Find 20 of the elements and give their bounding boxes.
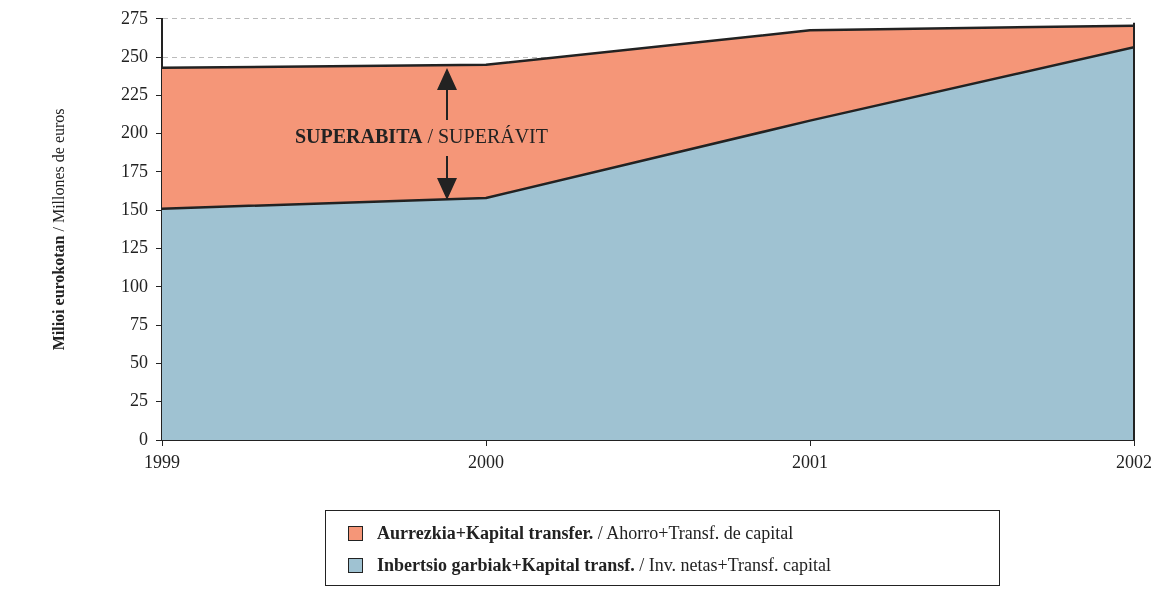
y-tick-label: 150 bbox=[121, 198, 148, 219]
y-tick-label: 200 bbox=[121, 122, 148, 143]
y-tick-label: 250 bbox=[121, 45, 148, 66]
x-tick-label: 2000 bbox=[468, 451, 504, 472]
y-axis-title: Milioi eurokotan / Millones de euros bbox=[50, 108, 68, 351]
y-tick-label: 50 bbox=[130, 352, 148, 373]
x-tick-label: 2002 bbox=[1116, 451, 1152, 472]
y-tick-label: 275 bbox=[121, 7, 148, 28]
y-tick-label: 225 bbox=[121, 84, 148, 105]
y-tick-label: 175 bbox=[121, 160, 148, 181]
y-tick-label: 100 bbox=[121, 275, 148, 296]
y-tick-label: 125 bbox=[121, 237, 148, 258]
legend-label: Inbertsio garbiak+Kapital transf. / Inv. netas+Transf. capital bbox=[377, 554, 832, 576]
legend-label: Aurrezkia+Kapital transfer. / Ahorro+Transf. de capital bbox=[377, 522, 794, 544]
y-tick-label: 25 bbox=[130, 390, 148, 411]
x-tick-label: 1999 bbox=[144, 451, 180, 472]
annotation: SUPERABITA / SUPERÁVIT bbox=[295, 125, 549, 148]
y-tick-label: 0 bbox=[139, 428, 148, 449]
y-tick-label: 75 bbox=[130, 313, 148, 334]
x-tick-label: 2001 bbox=[792, 451, 828, 472]
